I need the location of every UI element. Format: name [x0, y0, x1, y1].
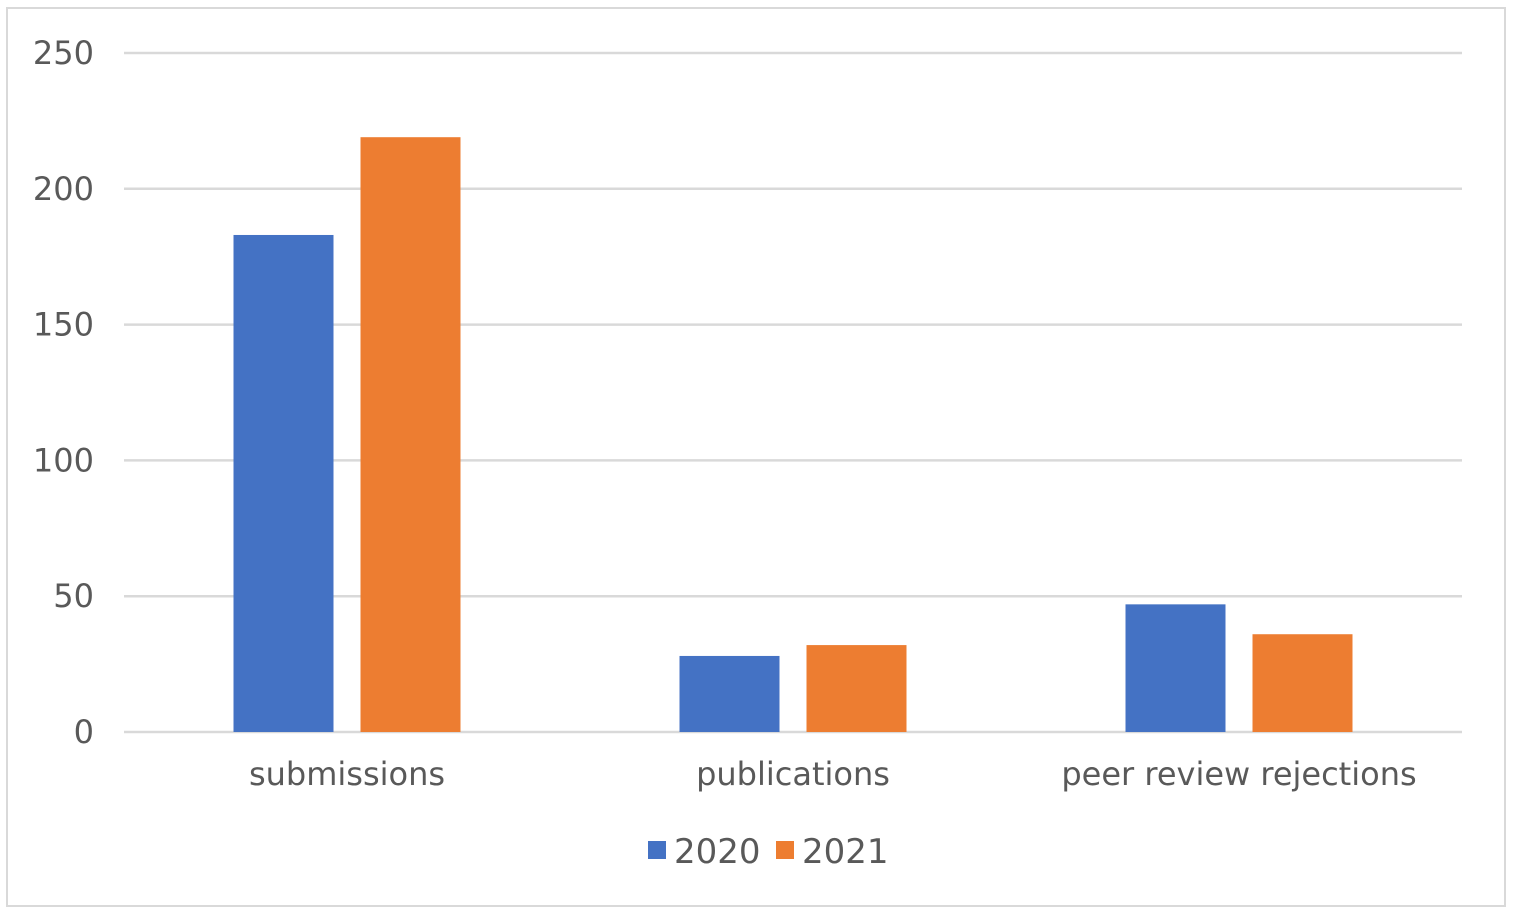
x-category-label: submissions [249, 755, 445, 793]
bar-2021-0 [360, 137, 461, 733]
bar-2020-0 [233, 234, 334, 733]
y-tick-label: 50 [53, 577, 94, 615]
x-category-label: peer review rejections [1061, 755, 1416, 793]
gridlines [124, 51, 1462, 734]
legend: 2020 2021 [648, 832, 889, 872]
bar-2021-1 [806, 645, 907, 732]
legend-swatch-2021 [776, 841, 794, 859]
y-tick-label: 250 [33, 34, 94, 72]
x-category-label: publications [696, 755, 890, 793]
legend-swatch-2020 [648, 841, 666, 859]
x-axis-categories: submissions publications peer review rejec… [249, 755, 1417, 793]
bar-2020-2 [1125, 604, 1226, 732]
y-tick-label: 100 [33, 441, 94, 479]
y-tick-label: 200 [33, 170, 94, 208]
bar-2020-1 [679, 655, 780, 732]
bar-2021-2 [1252, 634, 1353, 732]
legend-label: 2020 [674, 832, 761, 872]
bars [233, 137, 1353, 733]
y-tick-label: 0 [74, 713, 94, 751]
y-tick-label: 150 [33, 306, 94, 344]
y-axis-ticks: 0 50 100 150 200 250 [33, 34, 94, 751]
legend-label: 2021 [802, 832, 889, 872]
